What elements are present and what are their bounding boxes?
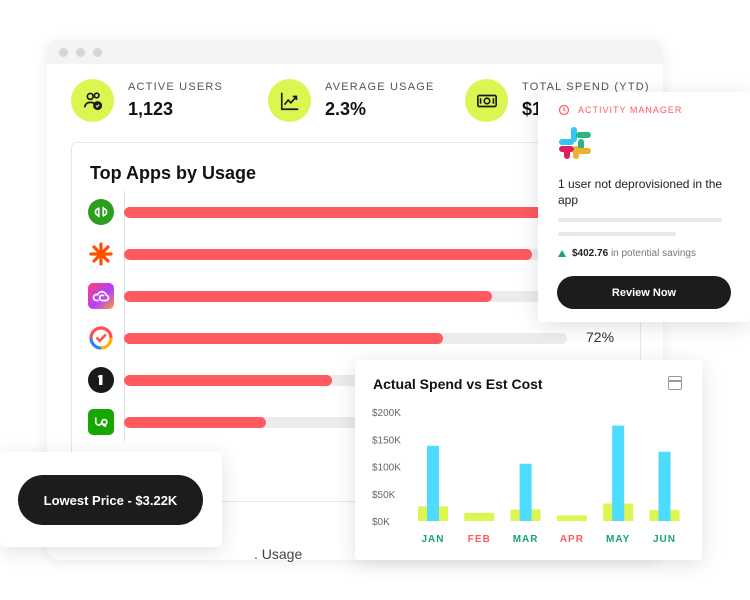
- savings-text: in potential savings: [610, 248, 696, 259]
- app-row[interactable]: [88, 409, 567, 435]
- app-row[interactable]: [88, 367, 567, 393]
- actual-spend-bar[interactable]: [519, 463, 532, 521]
- lowest-price-card: Lowest Price - $3.22K: [0, 452, 222, 547]
- app-row[interactable]: [88, 241, 567, 267]
- kpi-label: TOTAL SPEND (YTD): [522, 81, 650, 93]
- est-cost-bar[interactable]: [556, 515, 587, 521]
- actual-spend-bar[interactable]: [427, 445, 439, 521]
- triangle-up-icon: [558, 250, 566, 257]
- x-category-label: JAN: [421, 534, 444, 545]
- actual-spend-bar[interactable]: [612, 425, 625, 521]
- activity-message: 1 user not deprovisioned in the app: [558, 177, 723, 207]
- savings-row: $402.76 in potential savings: [558, 248, 696, 259]
- window-dot[interactable]: [93, 47, 102, 57]
- y-tick-label: $200K: [372, 408, 401, 419]
- usage-bar-track: [124, 249, 567, 260]
- y-tick-label: $100K: [372, 463, 401, 474]
- spend-chart: $0K $50K $100K $150K $200K JAN FEB MAR APR MAY JUN: [372, 408, 680, 545]
- savings-amount: $402.76: [572, 248, 609, 259]
- upwork-logo-icon: [88, 409, 114, 435]
- window-dot[interactable]: [59, 47, 68, 57]
- usage-bar-fill: [124, 249, 532, 260]
- window-titlebar: [47, 40, 663, 64]
- kpi-value: 2.3%: [325, 99, 367, 119]
- trending-up-icon: [268, 79, 311, 122]
- kpi-active-users: ACTIVE USERS 1,123: [71, 79, 223, 122]
- y-tick-label: $0K: [372, 517, 390, 528]
- usage-bar-track: [124, 333, 567, 344]
- clock-icon: [558, 104, 570, 116]
- kpi-average-usage: AVERAGE USAGE 2.3%: [268, 79, 435, 122]
- usage-bar-track: [124, 207, 567, 218]
- x-category-label: APR: [560, 534, 584, 545]
- usage-bar-track: [124, 291, 567, 302]
- app-row[interactable]: [88, 283, 567, 309]
- zapier-logo-icon: [88, 241, 114, 267]
- usage-bar-fill: [124, 417, 266, 428]
- window-dot[interactable]: [76, 47, 85, 57]
- spend-chart-card: Actual Spend vs Est Cost $0K $50K $100K $15…: [355, 360, 702, 560]
- lowest-price-button[interactable]: Lowest Price - $3.22K: [18, 475, 203, 525]
- usage-bar-fill: [124, 291, 492, 302]
- usage-bar-track: [124, 375, 567, 386]
- calendar-icon[interactable]: [668, 376, 682, 390]
- chart-title: Actual Spend vs Est Cost: [373, 376, 543, 392]
- users-check-icon: [71, 79, 114, 122]
- money-icon: [465, 79, 508, 122]
- usage-bar-track: [124, 417, 567, 428]
- app-row[interactable]: [88, 199, 567, 225]
- kpi-label: ACTIVE USERS: [128, 81, 224, 93]
- activity-manager-card: ACTIVITY MANAGER 1 user not deprovisione…: [538, 92, 750, 322]
- usage-percent-label: 72%: [586, 329, 615, 345]
- usage-bar-fill: [124, 375, 333, 386]
- skeleton-line: [558, 232, 676, 236]
- todoist-logo-icon: [88, 325, 114, 351]
- usage-bar-fill: [124, 333, 443, 344]
- app-row[interactable]: 72%: [88, 325, 614, 351]
- creative-cloud-logo-icon: [88, 283, 114, 309]
- x-category-label: JUN: [653, 534, 676, 545]
- skeleton-line: [558, 218, 722, 222]
- est-cost-bar[interactable]: [464, 512, 495, 521]
- x-category-label: FEB: [468, 534, 491, 545]
- x-category-label: MAY: [606, 534, 630, 545]
- y-tick-label: $50K: [372, 490, 396, 501]
- top-apps-title: Top Apps by Usage: [90, 163, 257, 183]
- onepassword-logo-icon: [88, 367, 114, 393]
- x-category-label: MAR: [513, 534, 539, 545]
- actual-spend-bar[interactable]: [658, 451, 671, 521]
- kpi-value: 1,123: [128, 99, 174, 119]
- axis-line: [124, 191, 125, 441]
- usage-axis-label: . Usage: [254, 546, 303, 562]
- kpi-label: AVERAGE USAGE: [325, 81, 435, 93]
- slack-logo-icon: [559, 127, 591, 159]
- activity-header: ACTIVITY MANAGER: [558, 104, 682, 116]
- review-now-button[interactable]: Review Now: [557, 276, 731, 309]
- quickbooks-logo-icon: [88, 199, 114, 225]
- activity-title: ACTIVITY MANAGER: [578, 105, 683, 115]
- usage-bar-fill: [124, 207, 559, 218]
- y-tick-label: $150K: [372, 435, 401, 446]
